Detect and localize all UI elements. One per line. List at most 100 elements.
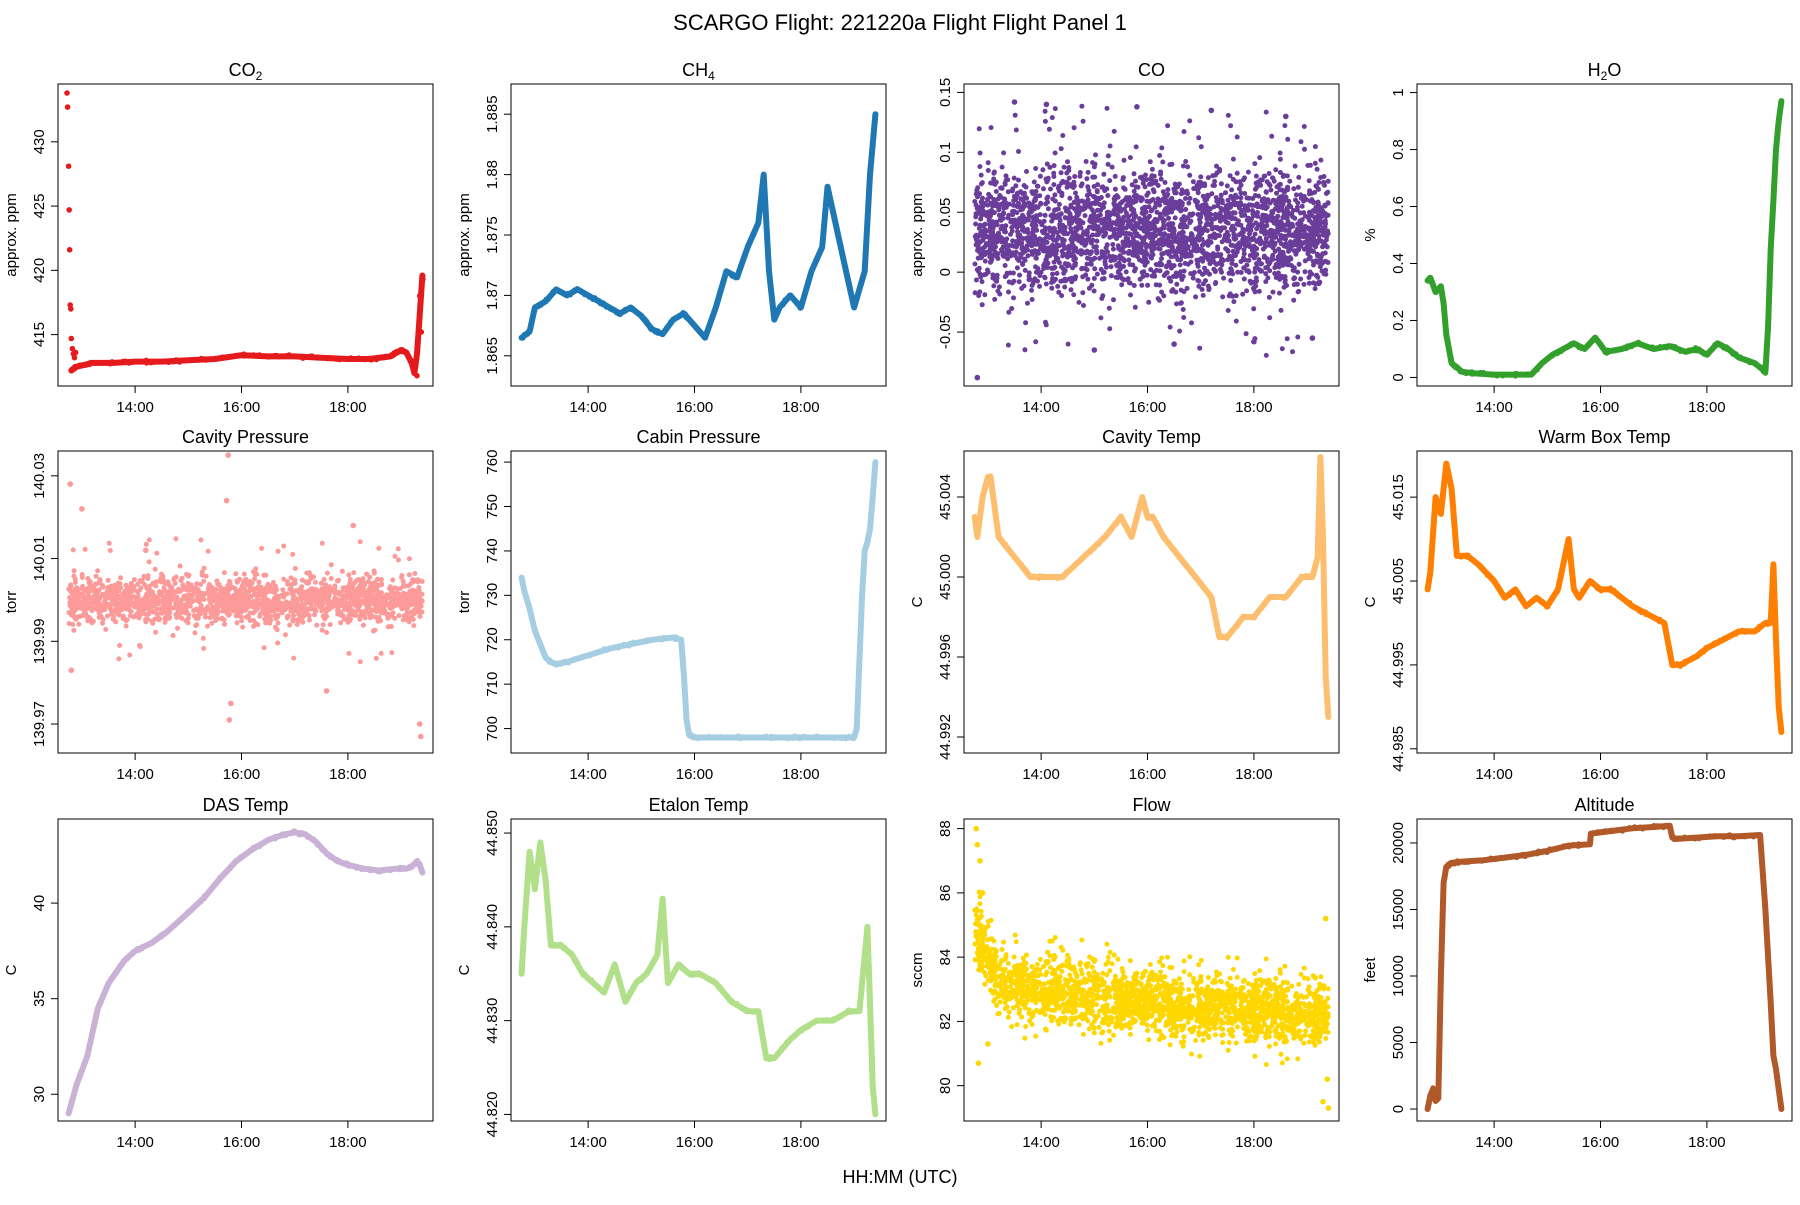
series-line <box>65 829 426 1117</box>
data-point <box>1772 164 1778 170</box>
data-point <box>1448 482 1454 489</box>
data-point <box>415 338 421 344</box>
data-point <box>1772 608 1778 614</box>
y-axis-label: C <box>3 964 20 975</box>
data-point <box>1583 584 1589 590</box>
y-tick-label: 1.875 <box>484 216 501 254</box>
data-point <box>1777 112 1783 118</box>
data-point <box>75 363 81 369</box>
data-point <box>859 595 865 601</box>
y-tick-label: 0 <box>1390 373 1407 381</box>
data-point <box>985 1041 991 1047</box>
data-point <box>734 1000 740 1007</box>
data-point <box>1772 600 1778 606</box>
data-point <box>1769 590 1775 596</box>
x-tick-label: 18:00 <box>329 766 367 783</box>
data-point <box>868 1043 875 1049</box>
data-point <box>1436 1062 1442 1068</box>
data-point <box>694 325 700 331</box>
data-point <box>1758 364 1764 370</box>
data-point <box>394 348 400 354</box>
data-point <box>1018 561 1025 568</box>
panel-title: Warm Box Temp <box>1538 427 1670 447</box>
data-point <box>820 235 826 241</box>
data-point <box>144 360 150 366</box>
data-point <box>241 353 247 359</box>
data-point <box>871 1095 877 1101</box>
data-point <box>1064 569 1070 575</box>
data-point <box>1668 655 1674 662</box>
data-point <box>66 247 73 253</box>
data-point <box>1133 516 1139 522</box>
data-point <box>1442 475 1448 481</box>
data-point <box>1656 619 1662 625</box>
data-point <box>855 696 861 702</box>
data-point <box>572 956 579 963</box>
data-point <box>1770 1042 1776 1048</box>
plot-frame <box>1416 450 1793 754</box>
data-point <box>613 965 619 971</box>
data-point <box>821 227 827 233</box>
series-line <box>971 454 1332 720</box>
data-point <box>1437 1007 1443 1013</box>
series-co <box>972 99 1331 381</box>
data-point <box>359 866 365 873</box>
data-point <box>1105 530 1111 537</box>
data-point <box>355 356 361 362</box>
data-point <box>1210 603 1216 610</box>
data-point <box>1764 930 1770 936</box>
data-point <box>662 939 669 945</box>
data-point <box>533 877 539 884</box>
y-tick-label: 30 <box>31 1086 48 1103</box>
data-point <box>1759 866 1766 873</box>
data-point <box>540 863 547 869</box>
data-point <box>1134 104 1140 110</box>
data-point <box>756 1009 762 1015</box>
data-point <box>1441 877 1447 883</box>
point-cloud <box>972 103 1331 358</box>
data-point <box>68 667 75 674</box>
data-point <box>728 735 734 741</box>
data-point <box>871 129 877 136</box>
data-point <box>1439 930 1445 936</box>
data-point <box>1428 559 1434 566</box>
data-point <box>414 349 420 355</box>
data-point <box>1733 351 1739 357</box>
data-point <box>1634 605 1640 611</box>
y-tick-label: 84 <box>937 949 954 966</box>
x-tick-label: 18:00 <box>1688 399 1726 416</box>
data-point <box>67 1102 74 1108</box>
data-point <box>1665 640 1671 646</box>
data-point <box>1662 625 1668 631</box>
data-point <box>139 946 145 952</box>
panel-title: Cabin Pressure <box>636 427 760 447</box>
y-tick-label: 0.4 <box>1390 253 1407 274</box>
data-point <box>785 736 791 742</box>
data-point <box>1767 255 1773 261</box>
y-tick-label: 45.000 <box>937 554 954 600</box>
data-point <box>1755 627 1761 633</box>
data-point <box>1467 858 1473 864</box>
data-point <box>1323 682 1329 688</box>
data-point <box>993 515 999 522</box>
data-point <box>602 988 608 994</box>
data-point <box>641 972 648 979</box>
data-point <box>1145 514 1151 520</box>
y-tick-label: 35 <box>31 990 48 1007</box>
data-point <box>682 687 688 693</box>
data-point <box>233 352 239 358</box>
data-point <box>1431 1089 1437 1095</box>
data-point <box>677 312 683 318</box>
data-point <box>1669 343 1675 349</box>
data-point <box>826 1017 833 1024</box>
data-point <box>762 198 768 204</box>
data-point <box>829 207 836 213</box>
data-point <box>866 183 873 189</box>
y-tick-label: 0.15 <box>937 78 954 107</box>
data-point <box>1023 567 1029 573</box>
point-cloud <box>66 536 425 665</box>
data-point <box>1240 613 1246 619</box>
data-point <box>834 225 840 231</box>
